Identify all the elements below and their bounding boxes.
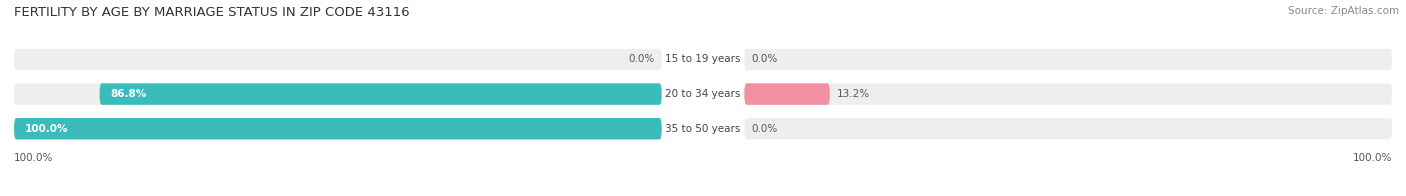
- Legend: Married, Unmarried: Married, Unmarried: [624, 193, 782, 196]
- Text: FERTILITY BY AGE BY MARRIAGE STATUS IN ZIP CODE 43116: FERTILITY BY AGE BY MARRIAGE STATUS IN Z…: [14, 6, 409, 19]
- Text: 20 to 34 years: 20 to 34 years: [665, 89, 741, 99]
- FancyBboxPatch shape: [100, 83, 662, 105]
- FancyBboxPatch shape: [744, 83, 1392, 105]
- Text: 100.0%: 100.0%: [1353, 153, 1392, 163]
- Text: 0.0%: 0.0%: [751, 124, 778, 134]
- Text: 0.0%: 0.0%: [628, 54, 655, 64]
- FancyBboxPatch shape: [14, 118, 662, 139]
- FancyBboxPatch shape: [744, 118, 1392, 139]
- Text: 0.0%: 0.0%: [751, 54, 778, 64]
- Text: 13.2%: 13.2%: [837, 89, 870, 99]
- Text: 15 to 19 years: 15 to 19 years: [665, 54, 741, 64]
- FancyBboxPatch shape: [14, 118, 662, 139]
- FancyBboxPatch shape: [14, 83, 662, 105]
- Text: 86.8%: 86.8%: [110, 89, 146, 99]
- FancyBboxPatch shape: [744, 83, 830, 105]
- Text: Source: ZipAtlas.com: Source: ZipAtlas.com: [1288, 6, 1399, 16]
- FancyBboxPatch shape: [744, 49, 1392, 70]
- Text: 35 to 50 years: 35 to 50 years: [665, 124, 741, 134]
- FancyBboxPatch shape: [14, 49, 662, 70]
- Text: 100.0%: 100.0%: [24, 124, 67, 134]
- Text: 100.0%: 100.0%: [14, 153, 53, 163]
